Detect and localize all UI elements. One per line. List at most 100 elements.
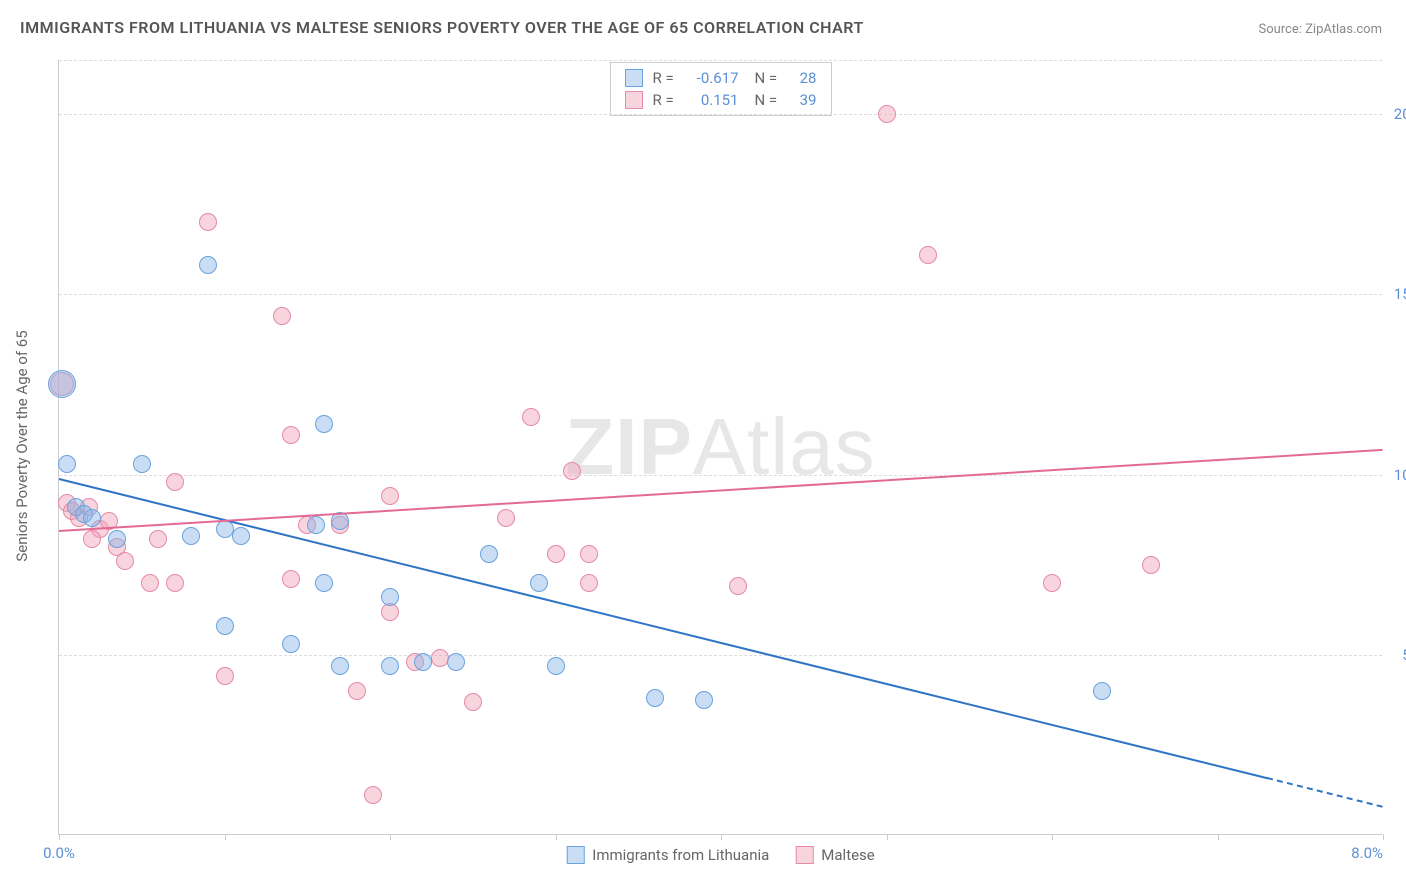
data-point [381, 588, 399, 606]
data-point [149, 530, 167, 548]
data-point [48, 370, 76, 398]
data-point [1142, 556, 1160, 574]
data-point [729, 577, 747, 595]
legend-n-value-0: 28 [791, 69, 817, 87]
trend-line [1267, 777, 1383, 808]
data-point [580, 574, 598, 592]
swatch-series-0b [566, 846, 584, 864]
y-tick-label: 5.0% [1402, 646, 1406, 664]
data-point [166, 473, 184, 491]
data-point [364, 786, 382, 804]
data-point [182, 527, 200, 545]
y-tick-label: 20.0% [1394, 105, 1406, 123]
data-point [1043, 574, 1061, 592]
data-point [133, 455, 151, 473]
data-point [216, 667, 234, 685]
data-point [447, 653, 465, 671]
x-tick [556, 834, 557, 840]
plot-area: ZIPAtlas R = -0.617 N = 28 R = 0.151 N =… [58, 60, 1382, 835]
legend-n-label: N = [755, 69, 781, 87]
trend-line [59, 478, 1268, 779]
x-tick [887, 834, 888, 840]
gridline [59, 114, 1382, 115]
data-point [83, 530, 101, 548]
gridline [59, 294, 1382, 295]
data-point [83, 509, 101, 527]
data-point [480, 545, 498, 563]
swatch-series-0 [625, 69, 643, 87]
legend-label-1: Maltese [821, 846, 874, 864]
legend-stats-row-0: R = -0.617 N = 28 [625, 67, 817, 89]
chart-title: IMMIGRANTS FROM LITHUANIA VS MALTESE SEN… [20, 18, 864, 37]
data-point [282, 426, 300, 444]
y-axis-label: Seniors Poverty Over the Age of 65 [13, 330, 31, 561]
legend-r-label: R = [653, 69, 679, 87]
data-point [1093, 682, 1111, 700]
gridline [59, 475, 1382, 476]
data-point [108, 530, 126, 548]
data-point [282, 635, 300, 653]
legend-item-1: Maltese [795, 846, 874, 864]
data-point [530, 574, 548, 592]
data-point [141, 574, 159, 592]
data-point [547, 657, 565, 675]
legend-label-0: Immigrants from Lithuania [592, 846, 769, 864]
data-point [116, 552, 134, 570]
data-point [695, 691, 713, 709]
data-point [464, 693, 482, 711]
data-point [166, 574, 184, 592]
data-point [580, 545, 598, 563]
y-tick-label: 15.0% [1394, 285, 1406, 303]
data-point [381, 657, 399, 675]
data-point [282, 570, 300, 588]
data-point [216, 617, 234, 635]
data-point [348, 682, 366, 700]
legend-item-0: Immigrants from Lithuania [566, 846, 769, 864]
x-tick [59, 834, 60, 840]
x-tick [390, 834, 391, 840]
swatch-series-1b [795, 846, 813, 864]
data-point [199, 256, 217, 274]
trend-line [59, 449, 1383, 532]
legend-r-label: R = [653, 91, 679, 109]
legend-r-value-0: -0.617 [689, 69, 739, 87]
swatch-series-1 [625, 91, 643, 109]
legend-r-value-1: 0.151 [689, 91, 739, 109]
data-point [547, 545, 565, 563]
x-tick [1052, 834, 1053, 840]
data-point [315, 574, 333, 592]
watermark: ZIPAtlas [565, 401, 875, 493]
data-point [522, 408, 540, 426]
data-point [331, 657, 349, 675]
data-point [232, 527, 250, 545]
data-point [199, 213, 217, 231]
data-point [381, 487, 399, 505]
data-point [273, 307, 291, 325]
gridline [59, 655, 1382, 656]
x-tick [1383, 834, 1384, 840]
data-point [315, 415, 333, 433]
data-point [919, 246, 937, 264]
legend-stats: R = -0.617 N = 28 R = 0.151 N = 39 [610, 62, 832, 116]
x-tick [225, 834, 226, 840]
y-tick-label: 10.0% [1394, 466, 1406, 484]
legend-stats-row-1: R = 0.151 N = 39 [625, 89, 817, 111]
data-point [497, 509, 515, 527]
watermark-light: Atlas [693, 402, 876, 491]
x-tick [721, 834, 722, 840]
watermark-bold: ZIP [565, 402, 692, 491]
x-tick [1218, 834, 1219, 840]
data-point [646, 689, 664, 707]
x-tick-label: 8.0% [1351, 844, 1383, 862]
legend-n-label: N = [755, 91, 781, 109]
data-point [431, 649, 449, 667]
legend-n-value-1: 39 [791, 91, 817, 109]
gridline [59, 60, 1382, 61]
data-point [307, 516, 325, 534]
x-tick-label: 0.0% [43, 844, 75, 862]
source-attribution: Source: ZipAtlas.com [1258, 22, 1382, 37]
data-point [58, 455, 76, 473]
data-point [414, 653, 432, 671]
data-point [878, 105, 896, 123]
data-point [563, 462, 581, 480]
